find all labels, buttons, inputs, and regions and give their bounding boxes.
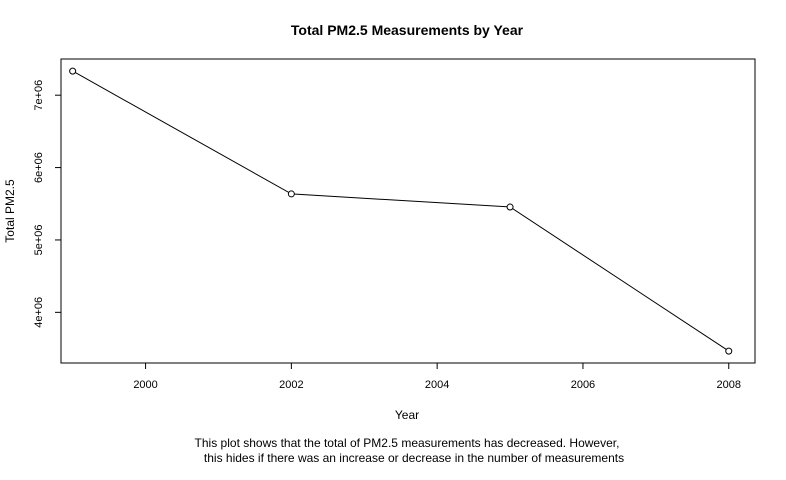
chart-title: Total PM2.5 Measurements by Year	[291, 22, 524, 38]
plot-area-border	[60, 58, 756, 364]
data-point	[69, 67, 77, 75]
data-series	[69, 67, 733, 355]
x-tick-label: 2000	[133, 379, 157, 391]
y-axis-label: Total PM2.5	[3, 179, 17, 243]
data-point	[725, 347, 733, 355]
data-point	[287, 190, 295, 198]
y-tick-label: 5e+06	[33, 224, 45, 255]
x-axis: 2000 2002 2004 2006 2008	[133, 362, 741, 391]
x-tick-label: 2008	[717, 379, 741, 391]
x-tick-label: 2006	[571, 379, 595, 391]
y-tick-label: 7e+06	[33, 80, 45, 111]
caption-line-2: this hides if there was an increase or d…	[204, 451, 624, 465]
y-axis: 4e+06 5e+06 6e+06 7e+06	[33, 80, 62, 328]
x-axis-label: Year	[395, 408, 419, 422]
series-line	[72, 70, 730, 352]
x-tick-label: 2002	[279, 379, 303, 391]
y-tick-label: 4e+06	[33, 297, 45, 328]
y-tick-label: 6e+06	[33, 152, 45, 183]
x-tick-label: 2004	[425, 379, 449, 391]
data-point	[506, 203, 514, 211]
caption-line-1: This plot shows that the total of PM2.5 …	[195, 436, 620, 450]
